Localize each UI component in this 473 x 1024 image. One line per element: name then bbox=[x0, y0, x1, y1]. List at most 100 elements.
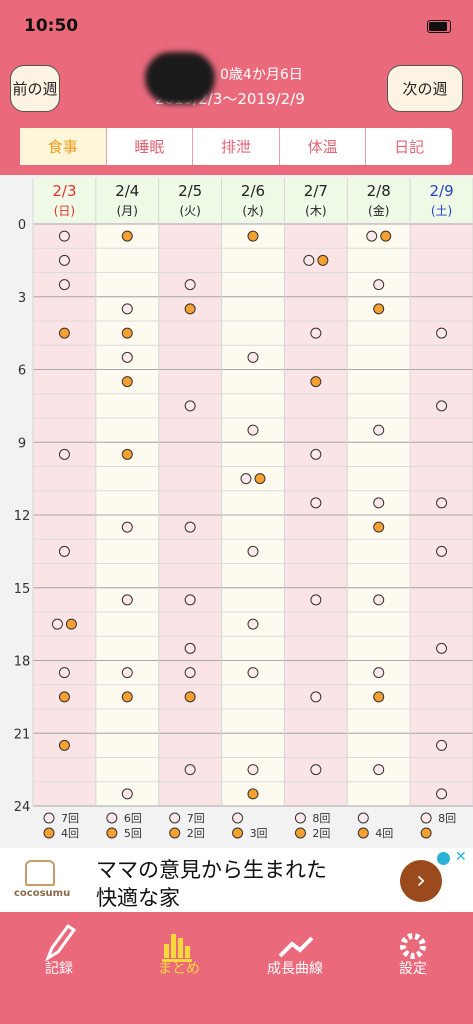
feed-light bbox=[247, 351, 259, 363]
feed-light bbox=[436, 400, 448, 412]
legend-dark bbox=[43, 827, 55, 839]
feed-light bbox=[121, 788, 133, 800]
legend-dark bbox=[106, 827, 118, 839]
feed-light bbox=[184, 667, 196, 679]
feed-light bbox=[436, 739, 448, 751]
growth-icon bbox=[278, 936, 314, 958]
feed-dark bbox=[58, 691, 70, 703]
feed-light bbox=[373, 764, 385, 776]
day-date: 2/9 bbox=[430, 182, 454, 200]
light-count: 8回 bbox=[312, 812, 330, 825]
feed-light bbox=[310, 497, 322, 509]
dark-count: 2回 bbox=[187, 827, 205, 840]
feed-light bbox=[436, 788, 448, 800]
legend-light bbox=[420, 812, 432, 824]
weekly-chart: 2/3 (日) 2/4 (月) 2/5 (火) 2/6 (水) 2/7 (木) 2/8 (金) 2/9 (… bbox=[14, 178, 473, 840]
feed-light bbox=[184, 521, 196, 533]
logo-icon bbox=[25, 860, 55, 886]
hour-label: 15 bbox=[14, 582, 31, 597]
bottom-nav: 記録 まとめ 成長曲線 設定 bbox=[0, 912, 473, 1024]
gear-icon bbox=[400, 933, 426, 959]
hour-label: 24 bbox=[14, 800, 31, 815]
nav-label[interactable]: 設定 bbox=[399, 961, 427, 977]
feed-dark bbox=[184, 303, 196, 315]
feed-dark bbox=[65, 618, 77, 630]
feed-light bbox=[58, 279, 70, 291]
light-count: 6回 bbox=[124, 812, 142, 825]
dark-count: 5回 bbox=[124, 827, 142, 840]
tab-bar: 食事 睡眠 排泄 体温 日記 bbox=[20, 128, 452, 165]
feed-light bbox=[247, 545, 259, 557]
ad-banner[interactable]: cocosumu ママの意見から生まれた 快適な家 › ✕ bbox=[0, 848, 473, 912]
day-weekday: (木) bbox=[305, 204, 326, 218]
feed-light bbox=[373, 667, 385, 679]
legend-light bbox=[169, 812, 181, 824]
feed-light bbox=[58, 230, 70, 242]
legend-dark bbox=[169, 827, 181, 839]
ad-arrow[interactable]: › bbox=[400, 860, 442, 902]
feed-dark bbox=[184, 691, 196, 703]
legend-light bbox=[232, 812, 244, 824]
feed-dark bbox=[247, 230, 259, 242]
feed-light bbox=[310, 691, 322, 703]
feed-dark bbox=[58, 327, 70, 339]
legend-light bbox=[106, 812, 118, 824]
tab[interactable]: 排泄 bbox=[192, 128, 279, 165]
feed-light bbox=[247, 764, 259, 776]
feed-light bbox=[247, 667, 259, 679]
tab[interactable]: 日記 bbox=[365, 128, 452, 165]
feed-light bbox=[184, 594, 196, 606]
feed-light bbox=[436, 642, 448, 654]
feed-light bbox=[58, 448, 70, 460]
ad-info[interactable] bbox=[437, 852, 450, 865]
feed-light bbox=[121, 351, 133, 363]
light-count: 7回 bbox=[187, 812, 205, 825]
feed-dark bbox=[121, 691, 133, 703]
feed-light bbox=[436, 497, 448, 509]
feed-dark bbox=[121, 376, 133, 388]
redacted-name bbox=[145, 52, 215, 104]
feed-dark bbox=[58, 739, 70, 751]
legend-light bbox=[294, 812, 306, 824]
feed-light bbox=[184, 764, 196, 776]
hour-label: 0 bbox=[18, 218, 26, 233]
status-time: 10:50 bbox=[24, 16, 79, 36]
nav-label[interactable]: 成長曲線 bbox=[267, 961, 323, 977]
day-weekday: (水) bbox=[242, 204, 263, 218]
day-weekday: (土) bbox=[431, 204, 452, 218]
day-weekday: (日) bbox=[54, 204, 75, 218]
feed-light bbox=[240, 473, 252, 485]
chart-icon bbox=[162, 934, 192, 962]
day-date: 2/7 bbox=[304, 182, 328, 200]
feed-light bbox=[58, 254, 70, 266]
feed-dark bbox=[121, 327, 133, 339]
nav-label[interactable]: まとめ bbox=[158, 961, 200, 977]
ad-close[interactable]: ✕ bbox=[455, 849, 467, 865]
dark-count: 3回 bbox=[250, 827, 268, 840]
feed-light bbox=[310, 448, 322, 460]
prev-week-button[interactable]: 前の週 bbox=[10, 65, 60, 112]
feed-dark bbox=[254, 473, 266, 485]
tab[interactable]: 睡眠 bbox=[105, 128, 193, 165]
feed-light bbox=[373, 497, 385, 509]
feed-light bbox=[373, 594, 385, 606]
ad-line: 快適な家 bbox=[96, 886, 180, 910]
ad-logo: cocosumu bbox=[14, 888, 71, 899]
age: 0歳4か月6日 bbox=[220, 67, 303, 83]
hour-label: 9 bbox=[18, 436, 26, 451]
feed-dark bbox=[121, 230, 133, 242]
feed-light bbox=[373, 279, 385, 291]
legend-light bbox=[43, 812, 55, 824]
hour-label: 18 bbox=[14, 655, 31, 670]
nav-label[interactable]: 記録 bbox=[45, 961, 73, 977]
tab[interactable]: 食事 bbox=[20, 128, 106, 165]
day-weekday: (月) bbox=[117, 204, 138, 218]
feed-light bbox=[310, 327, 322, 339]
feed-light bbox=[436, 327, 448, 339]
feed-light bbox=[310, 764, 322, 776]
next-week-button[interactable]: 次の週 bbox=[387, 65, 463, 112]
hour-label: 6 bbox=[18, 364, 26, 379]
tab[interactable]: 体温 bbox=[278, 128, 366, 165]
feed-light bbox=[58, 545, 70, 557]
